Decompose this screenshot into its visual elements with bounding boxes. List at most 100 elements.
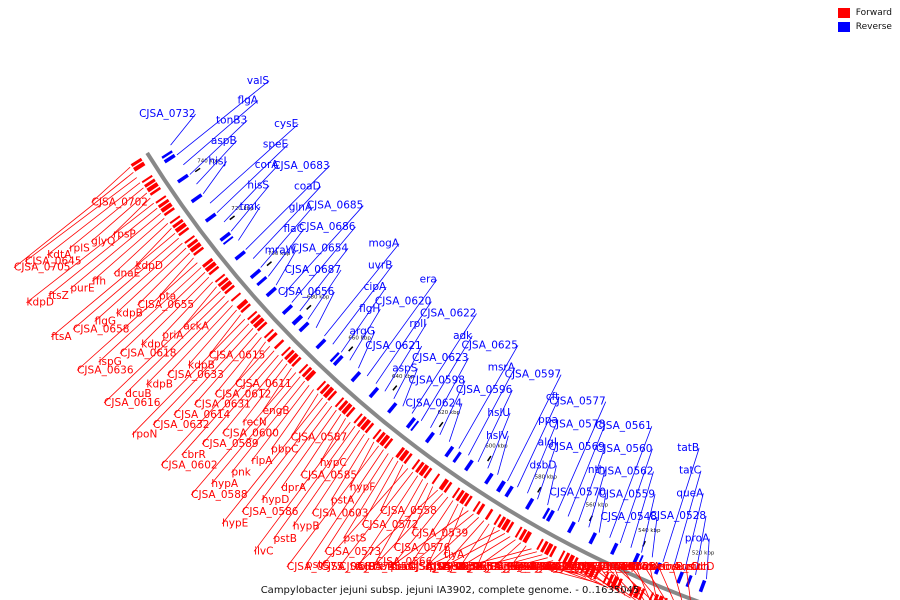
reverse-gene-label[interactable]: adk xyxy=(453,330,473,342)
reverse-gene-label[interactable]: CJSA_0597 xyxy=(505,369,561,381)
forward-gene-label[interactable]: CJSA_0524 xyxy=(579,561,636,573)
forward-gene-label[interactable]: hemC xyxy=(616,561,647,573)
reverse-gene-label[interactable]: CJSA_0625 xyxy=(462,339,518,351)
forward-gene-label[interactable]: CJSA_0539 xyxy=(412,528,468,540)
reverse-gene-feature[interactable] xyxy=(525,497,535,510)
forward-gene-feature[interactable] xyxy=(256,321,268,332)
forward-gene-feature[interactable] xyxy=(240,303,252,314)
reverse-gene-label[interactable]: tatB xyxy=(677,442,699,454)
reverse-gene-feature[interactable] xyxy=(265,286,277,298)
forward-gene-feature[interactable] xyxy=(178,227,190,237)
forward-gene-feature[interactable] xyxy=(230,292,242,302)
reverse-gene-label[interactable]: cft xyxy=(546,391,559,403)
reverse-gene-label[interactable]: rplI xyxy=(409,318,426,330)
reverse-gene-feature[interactable] xyxy=(496,480,506,493)
reverse-gene-label[interactable]: CJSA_0686 xyxy=(299,221,356,233)
forward-gene-feature[interactable] xyxy=(252,317,265,329)
forward-gene-label[interactable]: nidH xyxy=(494,561,518,573)
forward-gene-feature[interactable] xyxy=(372,428,382,440)
forward-gene-feature[interactable] xyxy=(163,207,175,217)
forward-gene-feature[interactable] xyxy=(411,459,421,470)
reverse-gene-label[interactable]: algI xyxy=(538,437,557,449)
forward-gene-label[interactable]: CJSA_0566 xyxy=(376,556,433,568)
forward-gene-label[interactable]: fliD xyxy=(621,561,639,573)
forward-gene-feature[interactable] xyxy=(493,513,502,526)
forward-gene-feature[interactable] xyxy=(341,402,353,415)
forward-gene-label[interactable]: ffh xyxy=(92,275,106,287)
reverse-gene-feature[interactable] xyxy=(588,532,597,545)
forward-gene-label[interactable]: fliS xyxy=(577,561,594,573)
forward-gene-label[interactable]: ribB xyxy=(517,561,538,573)
forward-gene-label[interactable]: CJSA_0573 xyxy=(325,546,381,558)
reverse-gene-label[interactable]: argG xyxy=(350,325,375,337)
forward-gene-label[interactable]: dnaE xyxy=(114,268,140,280)
forward-gene-label[interactable]: hypB xyxy=(293,520,320,532)
forward-gene-feature[interactable] xyxy=(169,215,181,224)
forward-gene-feature[interactable] xyxy=(316,380,327,391)
reverse-gene-label[interactable]: dsbD xyxy=(530,460,557,472)
reverse-gene-feature[interactable] xyxy=(298,321,310,333)
reverse-gene-feature[interactable] xyxy=(161,150,173,159)
reverse-gene-feature[interactable] xyxy=(329,351,340,363)
forward-gene-label[interactable]: ligA xyxy=(460,561,480,573)
reverse-gene-feature[interactable] xyxy=(610,542,619,556)
forward-gene-feature[interactable] xyxy=(204,261,217,273)
forward-gene-label[interactable]: hemA xyxy=(650,561,681,573)
forward-gene-label[interactable]: ftsZ xyxy=(48,290,68,302)
reverse-gene-feature[interactable] xyxy=(176,173,189,184)
forward-gene-label[interactable]: CJSA_0615 xyxy=(209,350,265,362)
forward-gene-label[interactable]: proS xyxy=(631,561,655,573)
reverse-gene-label[interactable]: CJSA_0683 xyxy=(273,160,329,172)
forward-gene-label[interactable]: pbpC xyxy=(271,443,298,455)
reverse-gene-feature[interactable] xyxy=(464,459,474,472)
forward-gene-feature[interactable] xyxy=(484,508,494,521)
forward-gene-label[interactable]: CJSA_0603 xyxy=(312,508,368,520)
forward-gene-feature[interactable] xyxy=(186,238,199,249)
forward-gene-label[interactable]: CJSA_0633 xyxy=(167,369,223,381)
reverse-gene-label[interactable]: hslV xyxy=(486,430,509,442)
reverse-gene-feature[interactable] xyxy=(542,507,551,520)
forward-gene-label[interactable]: ilvB xyxy=(463,561,482,573)
forward-gene-label[interactable]: CJSA_0705 xyxy=(14,262,70,274)
forward-gene-feature[interactable] xyxy=(505,521,515,534)
forward-gene-feature[interactable] xyxy=(543,542,554,556)
forward-gene-feature[interactable] xyxy=(558,550,566,562)
forward-gene-feature[interactable] xyxy=(319,383,331,395)
forward-gene-label[interactable]: tlyA xyxy=(444,549,465,561)
forward-gene-label[interactable]: mdh xyxy=(686,561,710,573)
reverse-gene-label[interactable]: CJSA_0656 xyxy=(278,286,335,298)
forward-gene-feature[interactable] xyxy=(379,434,391,447)
reverse-gene-feature[interactable] xyxy=(256,275,268,287)
reverse-gene-feature[interactable] xyxy=(504,485,514,498)
forward-gene-feature[interactable] xyxy=(281,346,291,357)
forward-gene-feature[interactable] xyxy=(141,174,153,184)
reverse-gene-label[interactable]: flaC xyxy=(284,223,304,235)
forward-gene-label[interactable]: CJSA_0551 xyxy=(443,561,499,573)
reverse-gene-label[interactable]: hslU xyxy=(487,407,510,419)
reverse-gene-feature[interactable] xyxy=(219,231,232,242)
forward-gene-label[interactable]: CJSA_0586 xyxy=(242,506,299,518)
forward-gene-label[interactable]: ackA xyxy=(183,320,209,332)
forward-gene-label[interactable]: CJSA_0568 xyxy=(408,561,464,573)
reverse-gene-feature[interactable] xyxy=(410,420,420,432)
forward-gene-label[interactable]: hypD xyxy=(262,494,290,506)
forward-gene-feature[interactable] xyxy=(459,492,470,505)
reverse-gene-feature[interactable] xyxy=(452,451,462,463)
reverse-gene-feature[interactable] xyxy=(484,472,494,485)
forward-gene-feature[interactable] xyxy=(287,352,299,365)
forward-gene-feature[interactable] xyxy=(476,503,486,516)
forward-gene-label[interactable]: CJSA_0527 xyxy=(544,561,600,573)
forward-gene-feature[interactable] xyxy=(273,339,285,350)
forward-gene-label[interactable]: CJSA_0567 xyxy=(321,561,377,573)
reverse-gene-feature[interactable] xyxy=(222,235,234,245)
reverse-gene-label[interactable]: cipA xyxy=(364,281,387,293)
forward-gene-feature[interactable] xyxy=(383,437,394,449)
forward-gene-label[interactable]: ftsA xyxy=(51,331,72,343)
reverse-gene-label[interactable]: CJSA_0548 xyxy=(601,511,657,523)
reverse-gene-label[interactable]: valS xyxy=(247,75,270,87)
reverse-gene-feature[interactable] xyxy=(685,574,693,588)
forward-gene-label[interactable]: dprA xyxy=(281,482,307,494)
forward-gene-feature[interactable] xyxy=(464,495,473,507)
forward-gene-feature[interactable] xyxy=(236,298,249,311)
forward-gene-feature[interactable] xyxy=(610,575,620,589)
